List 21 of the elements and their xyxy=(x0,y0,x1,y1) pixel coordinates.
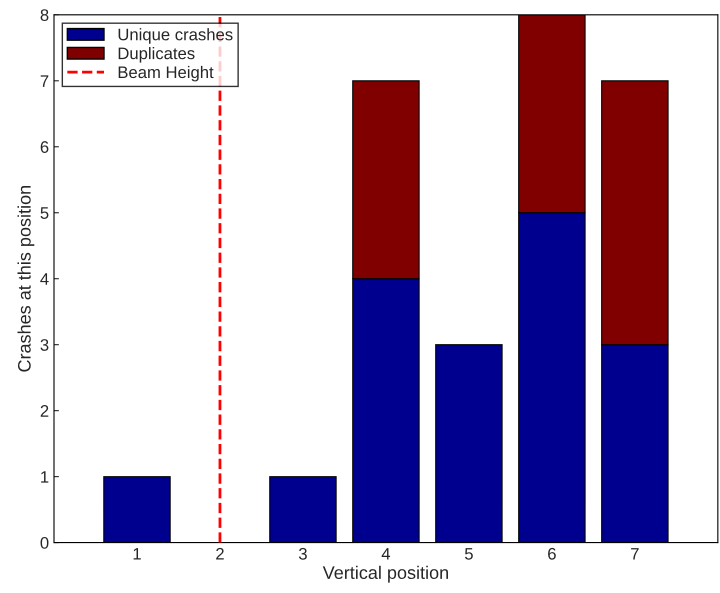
x-tick-label: 1 xyxy=(134,548,141,560)
y-tick-label: 5 xyxy=(40,207,48,219)
y-tick-label: 2 xyxy=(40,405,48,417)
x-tick-label: 4 xyxy=(382,548,390,560)
x-tick-label: 5 xyxy=(464,548,473,560)
y-axis-title: Crashes at this position xyxy=(17,186,34,372)
ref-line-label: Beam Height xyxy=(118,66,214,82)
x-tick-label: 3 xyxy=(298,548,307,560)
y-tick-label: 3 xyxy=(40,339,48,351)
y-tick-label: 4 xyxy=(40,273,49,285)
legend-label: Duplicates xyxy=(118,47,195,63)
y-tick-label: 1 xyxy=(41,471,48,483)
x-tick-label: 7 xyxy=(631,548,639,560)
y-tick-label: 7 xyxy=(40,75,48,87)
x-tick-label: 6 xyxy=(548,548,556,560)
y-tick-label: 8 xyxy=(40,9,48,22)
y-tick-label: 0 xyxy=(40,536,48,549)
x-tick-label: 2 xyxy=(216,548,224,560)
x-axis-title: Vertical position xyxy=(322,566,448,583)
legend-label: Unique crashes xyxy=(118,28,233,44)
y-tick-label: 6 xyxy=(40,141,48,153)
